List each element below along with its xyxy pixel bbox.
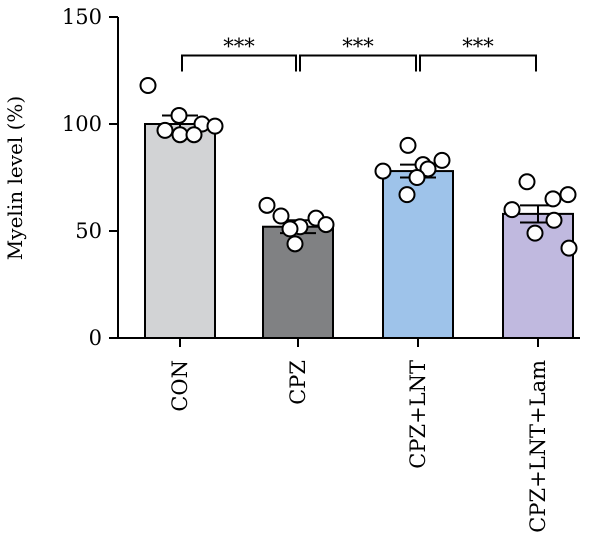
- y-tick-label: 150: [62, 5, 102, 29]
- x-category-label: CPZ: [286, 360, 310, 405]
- data-point: [170, 106, 188, 124]
- data-points: [139, 76, 578, 257]
- bar: [144, 123, 216, 339]
- data-point: [544, 190, 562, 208]
- data-point: [518, 173, 536, 191]
- y-axis-title: Myelin level (%): [3, 96, 27, 260]
- data-point: [399, 136, 417, 154]
- x-category-label: CON: [168, 360, 192, 412]
- data-point: [526, 224, 544, 242]
- data-point: [258, 196, 276, 214]
- data-point: [545, 211, 563, 229]
- x-category-label: CPZ+LNT: [406, 360, 430, 469]
- data-point: [185, 126, 203, 144]
- data-point: [156, 121, 174, 139]
- axes: 0 50 100 150 CON CPZ CPZ+LNT CPZ+LNT+Lam: [62, 5, 580, 533]
- data-point: [286, 235, 304, 253]
- data-point: [408, 169, 426, 186]
- significance-brackets: *** *** ***: [181, 35, 537, 72]
- significance-bracket: [299, 54, 417, 72]
- data-point: [206, 117, 224, 135]
- data-point: [559, 186, 577, 204]
- data-point: [419, 160, 437, 178]
- significance-bracket: [181, 54, 297, 72]
- significance-label: ***: [342, 35, 374, 59]
- data-point: [560, 239, 578, 257]
- data-point: [398, 186, 416, 204]
- data-point: [272, 207, 290, 225]
- y-tick-label: 50: [75, 219, 102, 243]
- data-point: [317, 216, 335, 234]
- significance-label: ***: [462, 35, 494, 59]
- bars: [144, 123, 574, 340]
- significance-bracket: [419, 54, 537, 72]
- data-point: [374, 162, 392, 180]
- y-tick-label: 100: [62, 112, 102, 136]
- data-point: [503, 201, 521, 219]
- data-point: [281, 220, 299, 238]
- data-point: [171, 126, 189, 144]
- data-point: [433, 151, 451, 169]
- error-bars: [162, 114, 556, 235]
- x-category-label: CPZ+LNT+Lam: [526, 360, 550, 533]
- bar: [382, 170, 454, 339]
- y-tick-label: 0: [89, 326, 102, 350]
- data-point: [139, 76, 157, 94]
- significance-label: ***: [223, 35, 255, 59]
